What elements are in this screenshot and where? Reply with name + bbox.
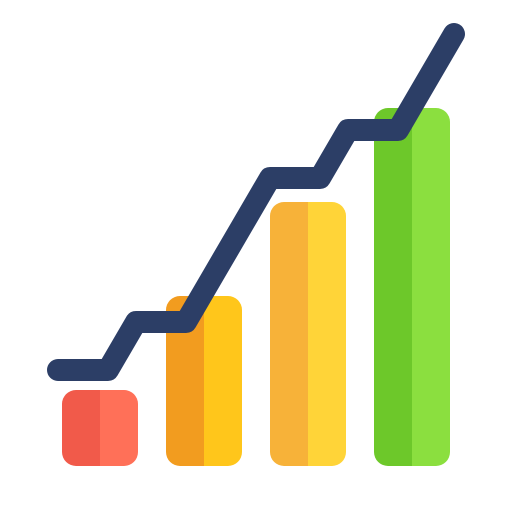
trend-line: [0, 0, 512, 512]
growth-chart-icon: [0, 0, 512, 512]
